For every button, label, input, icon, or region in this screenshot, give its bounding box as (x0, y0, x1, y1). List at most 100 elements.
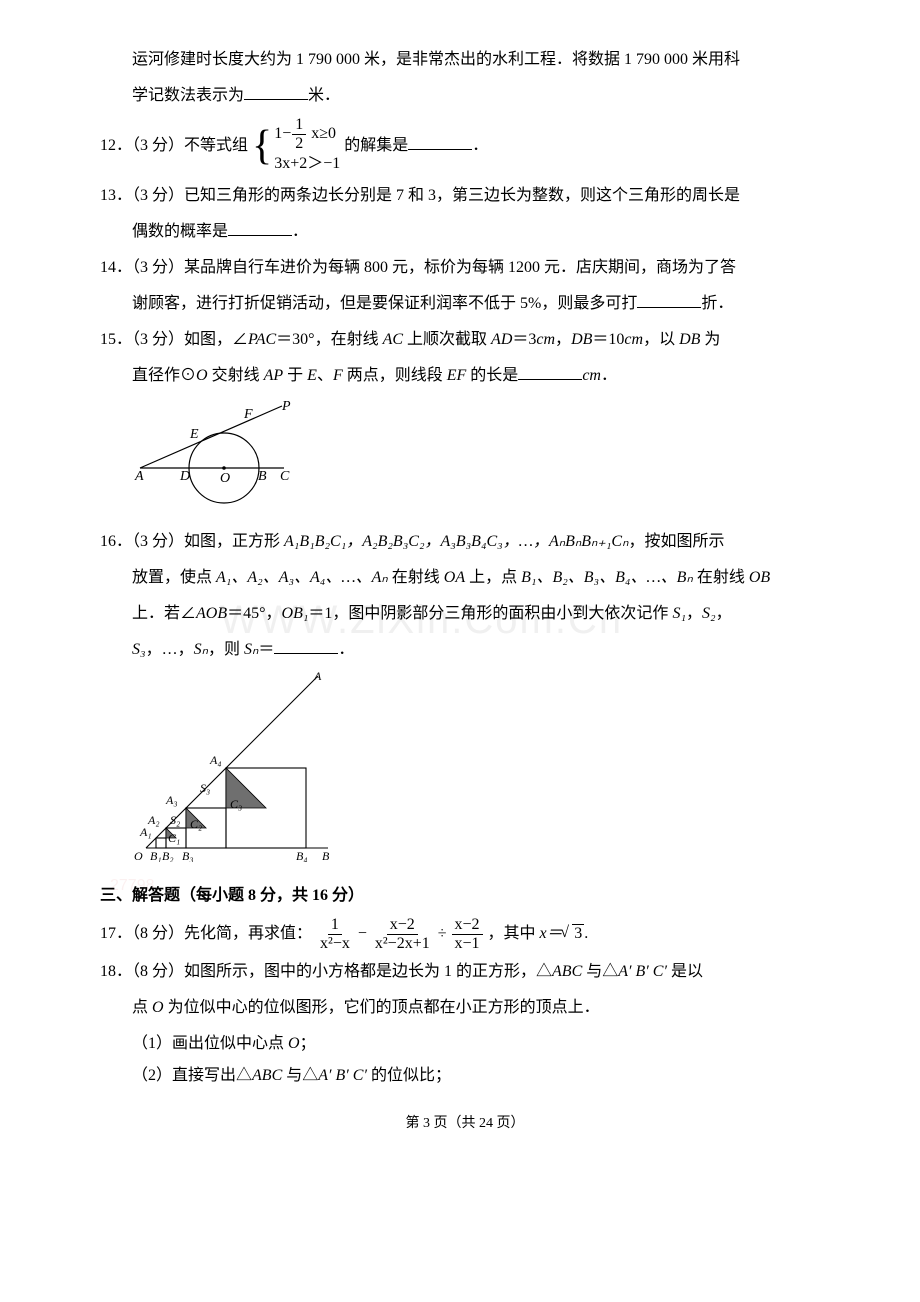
q13-l1: 13．（3 分）已知三角形的两条边长分别是 7 和 3，第三边长为整数，则这个三… (100, 180, 830, 212)
rad: 3 (572, 924, 584, 942)
q12-system: { 1−12 x≥0 3x+2＞−1 (252, 116, 340, 176)
svg-text:B: B (258, 469, 267, 484)
q14-l1: 14．（3 分）某品牌自行车进价为每辆 800 元，标价为每辆 1200 元．店… (100, 252, 830, 284)
t: 18．（8 分）如图所示，图中的小方格都是边长为 1 的正方形，△ (100, 963, 552, 980)
q18-p2: （2）直接写出△ABC 与△A′ B′ C′ 的位似比； (100, 1060, 830, 1092)
q16-l3: 上．若∠AOB＝45°，OB₁＝1，图中阴影部分三角形的面积由小到大依次记作 S… (100, 598, 830, 630)
q18-p1: （1）画出位似中心点 O； (100, 1028, 830, 1060)
svg-text:C: C (280, 469, 290, 484)
q11-l2a: 学记数法表示为 (132, 87, 244, 104)
t: OA (444, 569, 465, 586)
t: 偶数的概率是 (132, 223, 228, 240)
blank (518, 365, 582, 380)
t: DB (679, 331, 700, 348)
figure-q15: ADOBCEFP (100, 398, 830, 520)
blank (228, 221, 292, 236)
t: 15．（3 分）如图，∠ (100, 331, 248, 348)
frac3: x−2x−1 (452, 916, 483, 952)
t: ＝1，图中阴影部分三角形的面积由小到大依次记作 (308, 605, 672, 622)
svg-text:B₂: B₂ (162, 849, 174, 862)
frac: 12 (292, 116, 306, 152)
t: 与△ (282, 1067, 318, 1084)
q13-l2: 偶数的概率是． (100, 216, 830, 248)
blank (244, 85, 308, 100)
q11-line2: 学记数法表示为 米． (100, 80, 830, 112)
t: ，则 (208, 641, 244, 658)
svg-text:F: F (243, 407, 253, 422)
t: ； (300, 1035, 316, 1052)
t: 上．若∠ (132, 605, 196, 622)
frac1: 1x²−x (317, 916, 353, 952)
q11-l2b: 米． (308, 87, 340, 104)
q15-l1: 15．（3 分）如图，∠PAC＝30°，在射线 AC 上顺次截取 AD＝3cm，… (100, 324, 830, 356)
t: S₂ (702, 605, 716, 622)
t: S₃ (132, 641, 146, 658)
t: ABC (252, 1067, 282, 1084)
d: x²−x (317, 935, 353, 953)
t: 放置，使点 (132, 569, 216, 586)
t: 与△ (582, 963, 618, 980)
svg-text:S₃: S₃ (200, 781, 210, 795)
svg-text:A: A (313, 672, 322, 683)
d: x−1 (452, 935, 483, 953)
svg-text:B₃: B₃ (182, 849, 194, 862)
n: 1 (292, 116, 306, 135)
svg-text:A₄: A₄ (209, 753, 222, 767)
t: x＝ (540, 925, 563, 942)
t: ，按如图所示 (628, 533, 724, 550)
t: AD (491, 331, 512, 348)
t: 上顺次截取 (403, 331, 491, 348)
t: cm (536, 331, 555, 348)
t: 点 (132, 999, 152, 1016)
fig15-svg: ADOBCEFP (132, 398, 302, 508)
q18-l2: 点 O 为位似中心的位似图形，它们的顶点都在小正方形的顶点上． (100, 992, 830, 1024)
q12-suffix: 的解集是 (344, 137, 408, 154)
svg-text:E: E (189, 427, 199, 442)
svg-text:B₁: B₁ (150, 849, 162, 862)
t: 交射线 (208, 367, 264, 384)
q12: 12．（3 分）不等式组 { 1−12 x≥0 3x+2＞−1 的解集是． (100, 116, 830, 176)
t: （2）直接写出△ (132, 1067, 252, 1084)
section-3-heading: 三、解答题（每小题 8 分，共 16 分） (100, 880, 830, 912)
q15-l2: 直径作⊙O 交射线 AP 于 E、F 两点，则线段 EF 的长是cm． (100, 360, 830, 392)
blank (274, 639, 338, 654)
t: A₁B₁B₂C₁，A₂B₂B₃C₂，A₃B₃B₄C₃，…，AₙBₙBₙ₊₁Cₙ (284, 533, 628, 550)
t: 于 (283, 367, 307, 384)
blank (408, 134, 472, 149)
t: 为位似中心的位似图形，它们的顶点都在小正方形的顶点上． (164, 999, 600, 1016)
t: Sₙ (244, 641, 258, 658)
t: AOB (196, 605, 227, 622)
svg-text:C₁: C₁ (168, 831, 180, 845)
t: O (152, 999, 164, 1016)
t: 是以 (667, 963, 703, 980)
t: AP (264, 367, 284, 384)
t: ＝ (258, 641, 274, 658)
t: ， (686, 605, 702, 622)
t: PAC (248, 331, 276, 348)
brace-icon: { (252, 125, 272, 167)
t: Sₙ (194, 641, 208, 658)
q16-l2: 放置，使点 A₁、A₂、A₃、A₄、…、Aₙ 在射线 OA 上，点 B₁、B₂、… (100, 562, 830, 594)
svg-text:A₃: A₃ (165, 793, 178, 807)
t: x≥0 (307, 125, 336, 142)
t: 为 (700, 331, 720, 348)
q11-line1: 运河修建时长度大约为 1 790 000 米，是非常杰出的水利工程．将数据 1 … (100, 44, 830, 76)
t: （1）画出位似中心点 (132, 1035, 288, 1052)
t: 在射线 (388, 569, 444, 586)
t: 的长是 (466, 367, 518, 384)
fig16-svg: OB₁B₂B₃B₄BA₁A₂A₃A₄AC₁C₂C₃S₂S₃ (132, 672, 332, 862)
t: OB₁ (282, 605, 309, 622)
svg-text:S₂: S₂ (170, 813, 180, 827)
t: cm (624, 331, 643, 348)
svg-text:A₁: A₁ (139, 825, 152, 839)
svg-text:A: A (134, 469, 144, 484)
t: ， (555, 331, 571, 348)
t: O (288, 1035, 300, 1052)
t: ． (338, 641, 354, 658)
t: O (196, 367, 208, 384)
d: 2 (292, 135, 306, 153)
q18-l1: 18．（8 分）如图所示，图中的小方格都是边长为 1 的正方形，△ABC 与△A… (100, 956, 830, 988)
figure-q16: OB₁B₂B₃B₄BA₁A₂A₃A₄AC₁C₂C₃S₂S₃ (100, 672, 830, 874)
t: A′ B′ C′ (318, 1067, 367, 1084)
t: F (333, 367, 343, 384)
